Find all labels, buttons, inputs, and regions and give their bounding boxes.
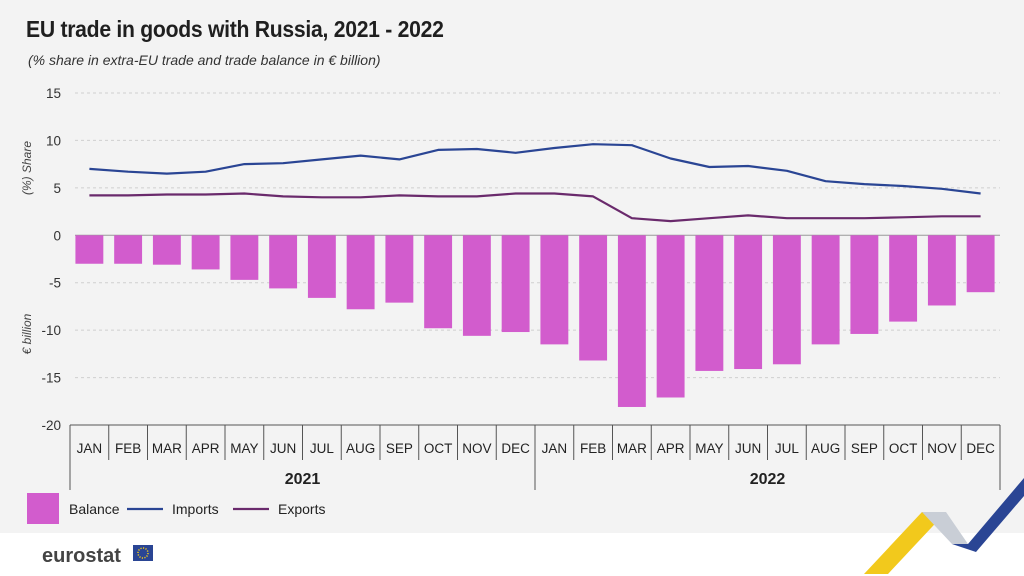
x-tick-label: JUN xyxy=(735,441,761,456)
year-label: 2021 xyxy=(285,471,321,488)
legend-swatch-balance xyxy=(27,493,59,524)
x-tick-label: APR xyxy=(657,441,685,456)
x-tick-label: JAN xyxy=(542,441,568,456)
x-tick-label: AUG xyxy=(346,441,375,456)
balance-bar xyxy=(75,235,104,264)
y-axis: 15 10 5 0 -5 -10 -15 -20 xyxy=(41,86,61,433)
x-tick-label: DEC xyxy=(966,441,995,456)
x-tick-label: JUL xyxy=(310,441,334,456)
balance-bar xyxy=(346,235,375,310)
y-tick-label: 10 xyxy=(46,133,61,148)
balance-bar xyxy=(501,235,530,333)
balance-bar xyxy=(269,235,298,289)
y-tick-label: -10 xyxy=(41,323,61,338)
x-tick-label: NOV xyxy=(462,441,491,456)
x-tick-label: APR xyxy=(192,441,220,456)
x-tick-label: OCT xyxy=(424,441,453,456)
y-tick-label: -5 xyxy=(49,276,61,291)
balance-bar xyxy=(889,235,918,322)
legend-label-imports: Imports xyxy=(172,501,219,517)
balance-bar xyxy=(850,235,879,334)
imports-line xyxy=(89,143,981,195)
x-tick-label: JUL xyxy=(775,441,799,456)
y-tick-label: -15 xyxy=(41,371,61,386)
balance-bar xyxy=(307,235,336,298)
x-tick-label: MAR xyxy=(617,441,647,456)
footer: eurostat xyxy=(0,533,1024,576)
x-tick-label: DEC xyxy=(501,441,530,456)
balance-bar xyxy=(230,235,259,280)
y-tick-label: 15 xyxy=(46,86,61,101)
balance-bar xyxy=(462,235,491,336)
x-tick-label: FEB xyxy=(580,441,606,456)
balance-bar xyxy=(152,235,181,265)
chart-subtitle: (% share in extra-EU trade and trade bal… xyxy=(28,52,381,68)
y-axis-title-share: (%) Share xyxy=(20,141,34,195)
y-axis-title-balance: € billion xyxy=(20,313,34,354)
balance-bar xyxy=(114,235,143,264)
eurostat-logo-text: eurostat xyxy=(42,545,121,567)
balance-bar xyxy=(772,235,801,365)
legend-label-exports: Exports xyxy=(278,501,325,517)
x-tick-label: MAR xyxy=(152,441,182,456)
eu-flag-icon xyxy=(133,545,153,561)
balance-bar xyxy=(811,235,840,345)
yellow-chevron-stroke xyxy=(864,512,946,574)
x-tick-label: AUG xyxy=(811,441,840,456)
y-tick-label: 0 xyxy=(53,228,61,243)
chart-title: EU trade in goods with Russia, 2021 - 20… xyxy=(26,16,444,42)
x-tick-label: FEB xyxy=(115,441,141,456)
balance-bar xyxy=(617,235,646,407)
balance-bar xyxy=(656,235,685,398)
balance-bar xyxy=(191,235,220,270)
legend: Balance Imports Exports xyxy=(27,493,325,524)
eurostat-chevron-decoration xyxy=(864,478,1024,574)
balance-bar xyxy=(927,235,956,306)
balance-bar xyxy=(966,235,995,293)
x-tick-label: NOV xyxy=(927,441,956,456)
balance-bar xyxy=(540,235,569,345)
x-tick-label: SEP xyxy=(386,441,413,456)
x-tick-label: JAN xyxy=(77,441,103,456)
x-tick-label: OCT xyxy=(889,441,918,456)
balance-bar xyxy=(579,235,608,361)
x-tick-label: MAY xyxy=(230,441,258,456)
year-label: 2022 xyxy=(750,471,786,488)
blue-chevron-stroke xyxy=(952,478,1024,552)
legend-label-balance: Balance xyxy=(69,501,120,517)
exports-line xyxy=(89,192,981,223)
balance-bar xyxy=(734,235,763,370)
x-axis: JAN FEB MAR APR MAY JUN JUL AUG SEP OCT NOV DEC JAN F… xyxy=(69,424,1001,490)
x-tick-label: MAY xyxy=(695,441,723,456)
x-tick-label: JUN xyxy=(270,441,296,456)
y-tick-label: 5 xyxy=(53,181,61,196)
y-tick-label: -20 xyxy=(41,418,61,433)
balance-bar xyxy=(695,235,724,371)
grey-chevron-stroke xyxy=(922,512,968,544)
x-tick-label: SEP xyxy=(851,441,878,456)
trade-lines xyxy=(89,143,981,223)
balance-bars xyxy=(75,235,995,407)
footer-background xyxy=(0,533,1024,576)
balance-bar xyxy=(385,235,414,303)
balance-bar xyxy=(424,235,453,329)
